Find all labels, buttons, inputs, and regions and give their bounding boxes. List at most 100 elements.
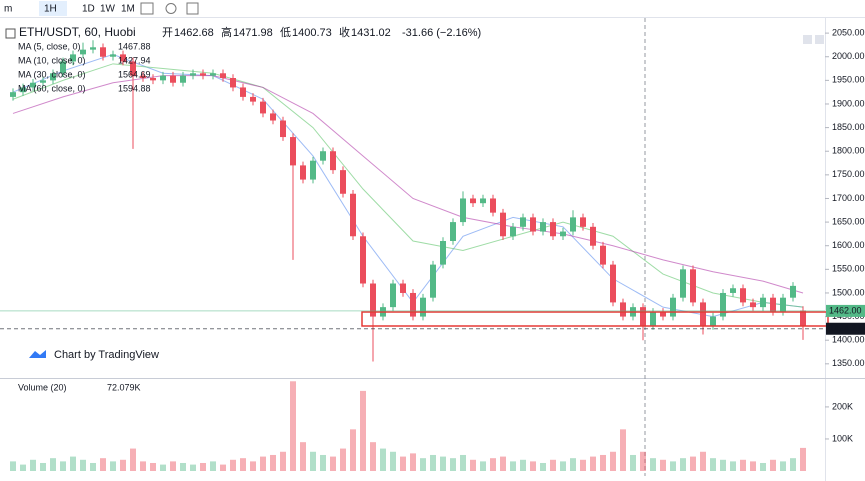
timeframe-button[interactable]: 1H (44, 4, 57, 15)
volume-bar (30, 459, 36, 471)
candle-body (650, 311, 656, 327)
volume-bar (370, 442, 376, 471)
candle-body (390, 283, 396, 308)
candle-body (540, 222, 546, 232)
volume-bar (580, 459, 586, 471)
price-label: 1462.00 (829, 305, 862, 315)
candle-body (40, 80, 46, 83)
candle-body (700, 302, 706, 327)
y-tick-label: 2050.00 (832, 27, 865, 37)
y-tick-label: 1500.00 (832, 287, 865, 297)
volume-bar (170, 461, 176, 471)
candle-body (160, 75, 166, 81)
candle-body (60, 61, 66, 74)
volume-bar (640, 451, 646, 471)
volume-bar (600, 454, 606, 471)
volume-bar (560, 461, 566, 471)
plot (10, 40, 806, 471)
volume-bar (530, 461, 536, 471)
candle-body (480, 198, 486, 204)
symbol: ETH/USDT, 60, Huobi (19, 25, 136, 39)
y-tick-label: 1650.00 (832, 216, 865, 226)
candle-body (470, 198, 476, 204)
change: -31.66 (−2.16%) (402, 27, 481, 39)
volume-bar (710, 458, 716, 471)
volume-bar (350, 429, 356, 471)
volume-bar (690, 456, 696, 471)
candle-body (120, 54, 126, 62)
ma-value: 1467.88 (118, 41, 151, 51)
volume-bar (340, 448, 346, 471)
candle-body (340, 170, 346, 194)
pane-button[interactable] (803, 35, 812, 44)
candle-body (790, 285, 796, 298)
candle-body (240, 87, 246, 97)
volume-bar (320, 454, 326, 471)
volume-bar (770, 459, 776, 471)
ma-legend: MA (5, close, 0) (18, 41, 81, 51)
candle-body (310, 160, 316, 180)
volume-bar (480, 461, 486, 471)
y-tick-label: 1700.00 (832, 193, 865, 203)
volume-bar (230, 459, 236, 471)
candle-body (220, 73, 226, 78)
volume-bar (210, 461, 216, 471)
candle-body (230, 78, 236, 88)
volume-bar (740, 459, 746, 471)
volume-bar (10, 461, 16, 471)
timeframe-button[interactable]: 1W (100, 4, 116, 15)
volume-bar (680, 458, 686, 471)
candle-body (740, 288, 746, 303)
volume-bar (200, 462, 206, 471)
candle-body (370, 283, 376, 317)
y-tick-label: 1600.00 (832, 240, 865, 250)
volume-bar (290, 381, 296, 471)
volume-bar (720, 459, 726, 471)
screenshot-icon[interactable] (186, 2, 199, 15)
pane-button[interactable] (815, 35, 824, 44)
candle-body (750, 302, 756, 308)
candle-body (350, 193, 356, 237)
y-tick-label: 1800.00 (832, 146, 865, 156)
candle-body (190, 73, 196, 76)
timeframe-button[interactable]: m (4, 4, 12, 15)
candle-body (360, 236, 366, 284)
ma-value: 1564.69 (118, 69, 151, 79)
volume-bar (470, 459, 476, 471)
moving-average (12, 63, 804, 308)
candle-body (780, 297, 786, 312)
y-tick-label: 1900.00 (832, 98, 865, 108)
volume-bar (430, 454, 436, 471)
settings-icon[interactable] (165, 3, 177, 14)
drawn-rectangle (361, 311, 829, 327)
volume-bar (240, 458, 246, 471)
ma-legend: MA (10, close, 0) (18, 55, 86, 65)
candle-body (560, 231, 566, 237)
timeframe-button[interactable]: 1M (121, 4, 135, 15)
candle-body (720, 292, 726, 317)
collapse-icon[interactable] (5, 28, 16, 39)
ma-legend: MA (60, close, 0) (18, 83, 86, 93)
candle-body (80, 49, 86, 55)
y-tick-label: 2000.00 (832, 51, 865, 61)
timeframe-button[interactable]: 1D (82, 4, 95, 15)
price-label: 1424.27 (829, 323, 862, 333)
tradingview-logo (29, 350, 46, 358)
candle-body (260, 101, 266, 114)
volume-bar (440, 456, 446, 471)
watermark[interactable]: Chart by TradingView (54, 349, 159, 361)
indicator-icon[interactable] (140, 2, 154, 15)
volume-tick-label: 200K (832, 401, 853, 411)
volume-bar (300, 442, 306, 471)
ohlc-value: 1471.98 (233, 27, 273, 39)
y-tick-label: 1550.00 (832, 264, 865, 274)
volume-legend: Volume (20) (18, 382, 67, 392)
y-tick-label: 1850.00 (832, 122, 865, 132)
volume-bar (420, 458, 426, 471)
candle-body (570, 217, 576, 232)
ma-value: 1427.94 (118, 55, 151, 65)
ma-legend: MA (30, close, 0) (18, 69, 86, 79)
candle-body (140, 75, 146, 78)
volume-bar (220, 464, 226, 471)
